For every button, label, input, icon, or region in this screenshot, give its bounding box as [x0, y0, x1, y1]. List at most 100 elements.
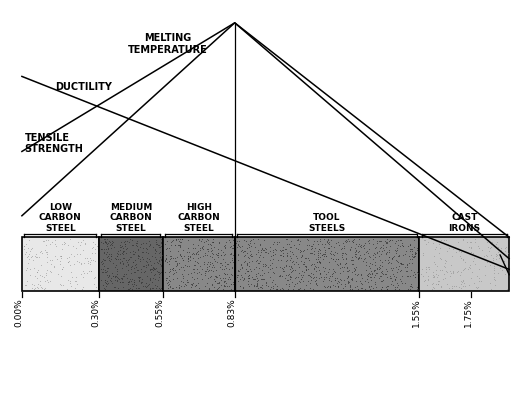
Point: [100, 236, 108, 242]
Point: [273, 286, 281, 293]
Point: [99, 259, 108, 266]
Point: [97, 259, 105, 266]
Point: [169, 276, 178, 282]
Point: [171, 258, 179, 264]
Point: [284, 282, 293, 289]
Point: [424, 276, 432, 282]
Point: [124, 279, 133, 286]
Point: [24, 256, 33, 262]
Point: [105, 272, 113, 279]
Point: [309, 275, 317, 281]
Point: [328, 273, 336, 279]
Point: [302, 281, 310, 288]
Point: [176, 252, 184, 258]
Point: [229, 252, 237, 258]
Point: [408, 284, 416, 290]
Point: [402, 273, 411, 279]
Point: [162, 238, 171, 244]
Point: [448, 283, 456, 289]
Point: [314, 254, 322, 260]
Point: [333, 278, 342, 284]
Point: [223, 270, 232, 277]
Point: [382, 244, 390, 251]
Point: [25, 272, 34, 278]
Point: [392, 247, 401, 253]
Point: [391, 264, 400, 271]
Point: [205, 267, 213, 273]
Point: [338, 254, 346, 260]
Point: [125, 286, 133, 292]
Point: [58, 245, 66, 252]
Text: MEDIUM
CARBON
STEEL: MEDIUM CARBON STEEL: [109, 203, 152, 232]
Point: [493, 270, 502, 277]
Point: [443, 269, 451, 275]
Point: [143, 259, 151, 265]
Point: [194, 247, 202, 254]
Point: [75, 251, 84, 257]
Point: [489, 255, 497, 262]
Point: [351, 271, 359, 277]
Point: [85, 255, 94, 261]
Point: [42, 259, 51, 265]
Point: [477, 247, 486, 253]
Point: [406, 273, 414, 279]
Point: [220, 278, 228, 284]
Point: [376, 238, 384, 244]
Point: [320, 273, 328, 280]
Point: [252, 271, 260, 277]
Point: [204, 237, 212, 243]
Point: [370, 279, 379, 285]
Point: [300, 269, 309, 275]
Point: [370, 259, 379, 266]
Point: [200, 249, 209, 256]
Point: [228, 279, 237, 285]
Point: [313, 264, 322, 270]
Point: [31, 284, 39, 291]
Point: [359, 244, 368, 251]
Point: [296, 276, 305, 282]
Point: [397, 260, 405, 266]
Point: [246, 268, 255, 274]
Point: [54, 271, 63, 278]
Point: [257, 276, 266, 282]
Point: [376, 278, 385, 284]
Point: [295, 249, 304, 255]
Point: [373, 266, 382, 272]
Point: [225, 283, 233, 290]
Point: [377, 286, 386, 292]
Point: [120, 247, 129, 254]
Point: [347, 269, 356, 275]
Point: [210, 255, 219, 262]
Point: [233, 274, 241, 280]
Point: [101, 240, 110, 246]
Point: [114, 247, 123, 254]
Point: [262, 262, 270, 268]
Point: [119, 260, 127, 267]
Point: [329, 256, 337, 262]
Point: [118, 255, 127, 262]
Point: [108, 280, 116, 286]
Point: [190, 276, 198, 282]
Point: [452, 249, 460, 255]
Point: [379, 245, 387, 251]
Point: [241, 269, 250, 276]
Point: [180, 253, 189, 259]
Point: [258, 272, 266, 278]
Point: [342, 251, 350, 258]
Point: [203, 252, 211, 258]
Point: [176, 236, 184, 242]
Point: [430, 259, 438, 266]
Point: [330, 252, 339, 258]
Point: [344, 273, 353, 279]
Point: [63, 276, 72, 282]
Point: [330, 244, 339, 250]
Point: [316, 270, 324, 277]
Point: [281, 236, 290, 242]
Point: [378, 248, 387, 254]
Point: [286, 253, 294, 259]
Point: [106, 275, 115, 281]
Point: [256, 251, 264, 258]
Point: [336, 260, 344, 266]
Point: [373, 270, 381, 277]
Point: [441, 260, 449, 266]
